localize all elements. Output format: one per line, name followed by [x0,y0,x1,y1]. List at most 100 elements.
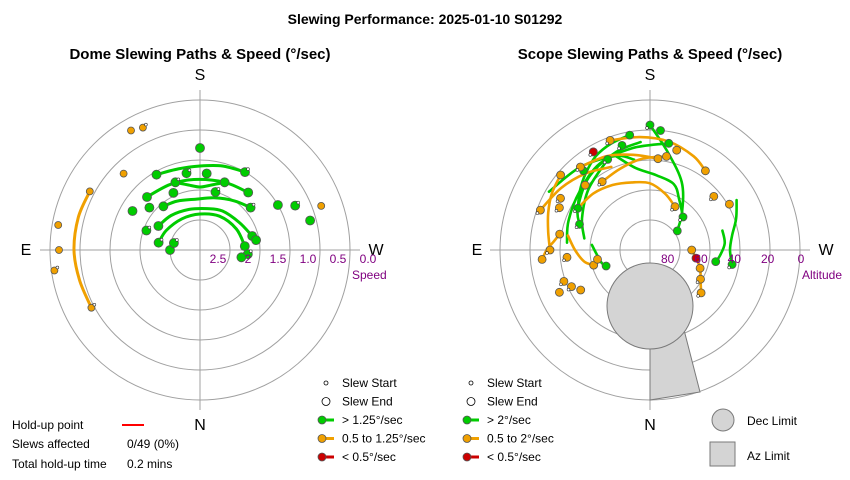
scope-slew-start-point [554,209,559,213]
legend-point-swatch [462,452,472,462]
scope-slew-start-point [645,126,649,130]
scope-label-north: N [644,417,656,434]
dome-label-west: W [368,242,384,259]
dome-point [168,187,179,198]
legend-label: Slew Start [487,376,542,390]
scope-point [664,138,674,148]
dome-label-north: N [194,417,206,434]
dome-speed-tick-label: 0.5 [330,252,347,266]
dome-radial-axis-label: Speed [352,268,387,282]
dome-path-series-0 [161,196,253,210]
dome-point [85,187,94,196]
legend-dec-limit-label: Dec Limit [747,414,798,428]
dome-speed-tick-label: 0.0 [360,252,377,266]
scope-path-series-0 [580,158,609,240]
scope-point [725,199,734,209]
dome-point [305,215,316,226]
legend-label: < 0.5°/sec [487,450,541,464]
scope-legend: Slew Start Slew End > 2°/sec 0.5 to 2°/sec <… [462,376,798,467]
holdup-time-value: 0.2 mins [127,457,172,471]
slews-affected-label: Slews affected [12,437,90,451]
dome-slew-points [50,122,326,312]
scope-point [580,180,590,190]
scope-slew-start-point [597,183,601,187]
dome-slew-start-point [159,238,164,242]
dome-slew-start-point [246,167,250,171]
dome-slew-start-point [147,225,152,230]
scope-label-east: E [472,242,483,259]
dome-slew-start-point [251,202,256,207]
legend-slew-end-swatch [466,397,476,406]
dome-point [219,177,230,188]
scope-point [691,253,701,263]
scope-slew-start-point [670,208,674,212]
dome-path-series-0 [157,212,247,248]
dome-point [87,303,96,312]
scope-slew-start-point [695,280,700,284]
legend-point-swatch [317,452,327,462]
legend-point-swatch [317,434,327,443]
dome-chart: Dome Slewing Paths & Speed (°/sec) S N E… [21,46,387,434]
dome-speed-tick-label: 1.0 [300,252,317,266]
scope-chart-title: Scope Slewing Paths & Speed (°/sec) [518,46,782,63]
scope-altitude-tick-label: 20 [761,252,775,266]
dome-path-series-0 [156,206,254,238]
dome-point [50,266,59,275]
scope-point [672,145,682,155]
legend-label: > 1.25°/sec [342,413,403,427]
scope-point [695,263,705,273]
scope-slew-start-point [566,287,571,292]
dome-path-series-0 [145,177,250,199]
scope-point [576,285,586,295]
scope-point [672,226,682,236]
dome-path-series-0 [155,163,247,177]
scope-path-series-0 [565,142,671,244]
legend-point-swatch [462,415,472,425]
scope-slew-start-point [709,197,713,202]
scope-limits [606,262,701,401]
scope-slew-start-point [575,168,580,172]
scope-path-series-0 [714,229,727,263]
dome-point [151,169,162,180]
holdup-time-label: Total hold-up time [12,457,107,471]
dome-path-series-1 [72,189,93,310]
dome-point [153,221,164,231]
scope-altitude-tick-label: 40 [728,252,742,266]
legend-slew-start-swatch [323,380,329,386]
dome-chart-title: Dome Slewing Paths & Speed (°/sec) [69,46,330,63]
scope-path-series-0 [728,198,738,266]
dome-slew-start-point [144,122,148,127]
dome-slew-start-point [175,238,179,242]
dome-speed-tick-label: 1.5 [270,252,287,266]
legend-label: 0.5 to 1.25°/sec [342,432,426,446]
dome-point [243,187,254,198]
dome-point [251,235,262,246]
dome-slew-start-point [176,177,181,182]
dome-slew-start-point [187,168,192,172]
legend-label: Slew End [487,395,538,409]
legend-label: > 2°/sec [487,413,531,427]
scope-path-series-1 [576,180,677,210]
scope-point [701,166,710,176]
legend-label: < 0.5°/sec [342,450,396,464]
dome-slew-start-point [92,303,97,307]
scope-point [656,126,665,135]
scope-altitude-ticks: 80 60 40 20 0 [661,252,805,266]
scope-point [556,170,565,180]
figure-title: Slewing Performance: 2025-01-10 S01292 [288,11,563,27]
dome-point [138,123,147,132]
scope-point [555,229,565,239]
dome-point [236,252,247,263]
dome-label-east: E [21,242,32,259]
dome-point [119,169,128,178]
dome-point [55,246,63,254]
dome-point [127,206,138,216]
scope-point [653,154,663,164]
dome-point [201,168,212,179]
legend-az-limit-swatch [709,441,736,467]
scope-altitude-tick-label: 0 [798,252,805,266]
legend-az-limit-label: Az Limit [747,449,790,463]
scope-label-south: S [645,67,656,84]
scope-altitude-tick-label: 60 [694,252,708,266]
scope-slew-start-point [602,160,607,165]
